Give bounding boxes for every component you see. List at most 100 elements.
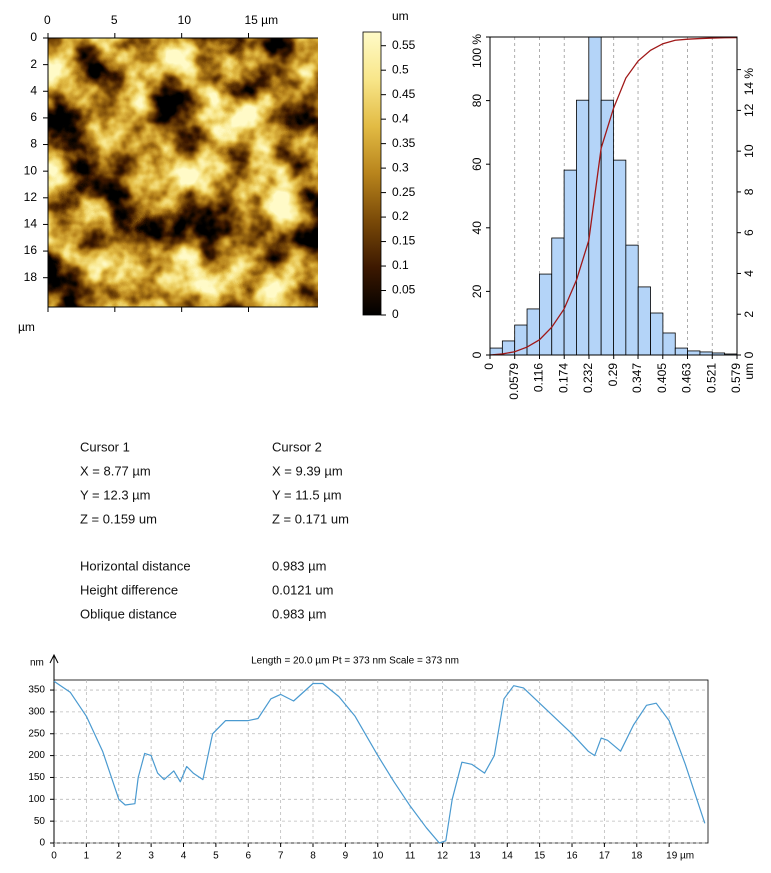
x-tick-label: 0.347 — [630, 363, 644, 393]
y-tick-label: 300 — [28, 707, 45, 718]
y-tick-label: 14 — [24, 217, 38, 231]
x-tick-label: 0.0579 — [507, 363, 521, 400]
x-axis-unit: um — [742, 363, 756, 380]
colorbar-unit: um — [392, 9, 409, 23]
cursor-title: Cursor 2 — [272, 439, 322, 454]
x-tick-label: 16 — [566, 851, 578, 862]
x-tick-label: 7 — [278, 851, 284, 862]
distance-label: Oblique distance — [80, 606, 177, 621]
y2-tick-label: 2 — [742, 311, 756, 318]
x-tick-label: 10 — [372, 851, 384, 862]
bar — [526, 308, 540, 355]
plot-frame — [489, 36, 738, 356]
y-tick-label: 200 — [28, 750, 45, 761]
x-tick-label: 17 — [599, 851, 611, 862]
y-tick-label: 80 — [470, 94, 484, 108]
x-tick-label: 0 — [44, 13, 51, 27]
x-tick-label: 0.463 — [680, 363, 694, 393]
colorbar — [362, 31, 382, 316]
cursor-value: Y = 11.5 µm — [272, 487, 342, 502]
y2-tick-label: 4 — [742, 270, 756, 277]
cursor-value: X = 8.77 µm — [80, 463, 151, 478]
cursor-value: Y = 12.3 µm — [80, 487, 150, 502]
y-tick-label: 10 — [24, 163, 38, 177]
histogram-panel: 0 0.0579 0.116 0.174 0.232 0.29 0.347 0.405 0.46… — [470, 34, 756, 400]
chart-title: Length = 20.0 µm Pt = 373 nm Scale = 373… — [251, 656, 459, 667]
x-tick-label: 10 — [178, 13, 192, 27]
x-tick-label: 15 — [534, 851, 546, 862]
x-tick-label: 0.579 — [729, 363, 743, 393]
x-tick-label: 6 — [245, 851, 251, 862]
y2-tick-label: 10 — [742, 144, 756, 158]
colorbar-tick-label: 0.45 — [392, 87, 416, 101]
x-tick-label: 0 — [51, 851, 57, 862]
bars — [490, 37, 737, 355]
x-tick-label: 18 — [631, 851, 643, 862]
y-tick-label: 60 — [470, 157, 484, 171]
bar — [576, 99, 590, 355]
x-tick-label: 5 — [111, 13, 118, 27]
colorbar-tick-label: 0.55 — [392, 38, 416, 52]
x-tick-label: 1 — [84, 851, 90, 862]
arrow-head — [49, 653, 59, 664]
bar — [563, 169, 577, 355]
colorbar-tick-label: 0.2 — [392, 209, 409, 223]
bar — [625, 244, 639, 355]
y-tick-label: 350 — [28, 685, 45, 696]
afm-image-panel: 0 5 10 15 µm 0 2 4 6 8 10 12 14 16 18 µm um 0 0.05 0.1 0.15… — [18, 9, 416, 334]
colorbar-tick-label: 0.1 — [392, 258, 409, 272]
y-tick-label: 0 — [30, 30, 37, 44]
y-tick-label: 150 — [28, 772, 45, 783]
bar — [687, 350, 701, 355]
y-tick-label: 6 — [30, 110, 37, 124]
x-tick-label: 8 — [310, 851, 316, 862]
bar — [650, 312, 664, 355]
y-tick-label: 50 — [34, 816, 46, 827]
y2-tick-label: 8 — [742, 188, 756, 195]
y-tick-label: 40 — [470, 221, 484, 235]
distance-value: 0.983 µm — [272, 606, 326, 621]
cursor-panel: Cursor 1 X = 8.77 µm Y = 12.3 µm Z = 0.159 … — [80, 439, 349, 621]
y-tick-label: 250 — [28, 728, 45, 739]
x-tick-label: 0.521 — [704, 363, 718, 393]
y-tick-label: 100 — [28, 794, 45, 805]
y-axis-unit: µm — [18, 320, 35, 334]
cumulative-curve — [489, 36, 738, 356]
profile-line — [53, 680, 706, 844]
x-tick-label: 12 — [437, 851, 449, 862]
bar — [600, 99, 614, 355]
y2-tick-label: 14 % — [742, 68, 756, 96]
profile-panel: Length = 20.0 µm Pt = 373 nm Scale = 373… — [28, 653, 709, 862]
x-tick-label: 0.29 — [606, 363, 620, 387]
x-tick-label: 13 — [469, 851, 481, 862]
x-tick-label: 11 — [405, 851, 416, 862]
colorbar-tick-label: 0.05 — [392, 283, 416, 297]
x-tick-label: 0.174 — [556, 363, 570, 393]
x-tick-label: 2 — [116, 851, 122, 862]
cursor-value: X = 9.39 µm — [272, 463, 343, 478]
y-tick-label: 12 — [24, 190, 38, 204]
y-tick-label: 0 — [39, 838, 45, 849]
colorbar-tick-label: 0 — [392, 307, 399, 321]
colorbar-tick-label: 0.15 — [392, 234, 416, 248]
x-tick-label: 15 µm — [244, 13, 278, 27]
y2-tick-label: 0 — [742, 351, 756, 358]
colorbar-tick-label: 0.25 — [392, 185, 416, 199]
y2-tick-label: 6 — [742, 229, 756, 236]
x-tick-label: 4 — [181, 851, 187, 862]
x-tick-label: 0.232 — [581, 363, 595, 393]
bar — [637, 286, 651, 355]
y-tick-label: 18 — [24, 270, 38, 284]
y2-tick-label: 12 — [742, 103, 756, 117]
cursor-value: Z = 0.171 um — [272, 511, 349, 526]
x-tick-label: 9 — [343, 851, 349, 862]
y-tick-label: 2 — [30, 57, 37, 71]
colorbar-tick-label: 0.35 — [392, 136, 416, 150]
y-tick-label: 100 % — [470, 34, 484, 68]
distance-label: Height difference — [80, 582, 178, 597]
distance-value: 0.0121 um — [272, 582, 333, 597]
y-tick-label: 8 — [30, 137, 37, 151]
bar — [588, 37, 602, 355]
x-tick-label: 0.116 — [532, 363, 546, 392]
